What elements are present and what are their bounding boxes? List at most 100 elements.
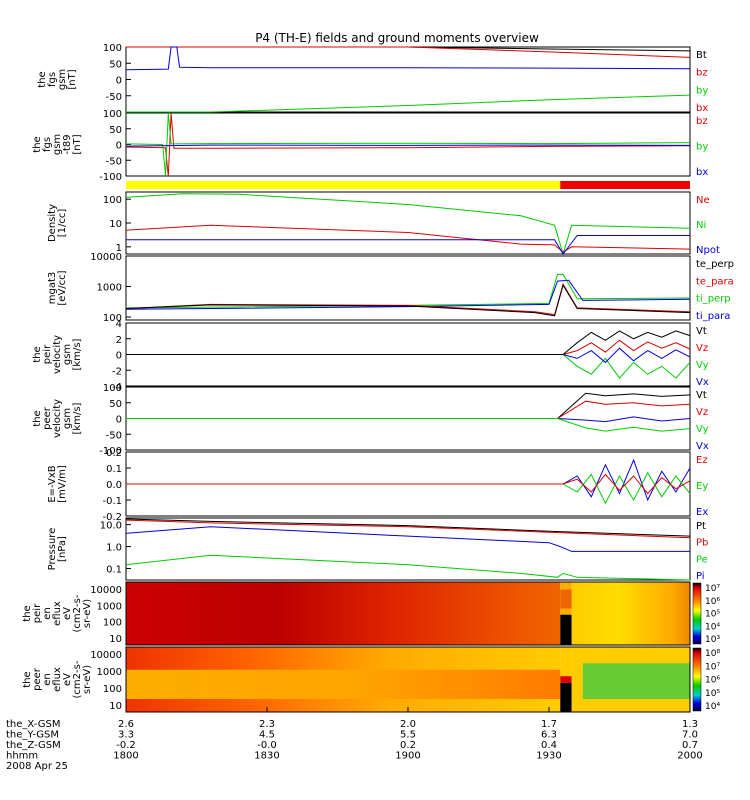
y-tick-label: 100 bbox=[103, 383, 122, 394]
x-tick-label: 0.7 bbox=[682, 740, 698, 751]
y-tick-label: 2 bbox=[116, 335, 122, 346]
series-line-bx bbox=[125, 46, 691, 71]
heatmap-field bbox=[126, 582, 561, 645]
y-axis-label: sr-eV) bbox=[82, 599, 93, 628]
x-tick-label: 2.3 bbox=[259, 719, 275, 730]
y-tick-label: 0 bbox=[116, 141, 122, 152]
y-axis-label: the bbox=[22, 605, 33, 621]
series-line-vt bbox=[126, 330, 691, 355]
panel-frame bbox=[125, 112, 691, 177]
series-line-ti_perp bbox=[125, 273, 691, 309]
colorbar-tick-label: 10⁷ bbox=[705, 662, 720, 672]
colorbar-tick-label: 10⁸ bbox=[705, 649, 720, 659]
heatmap-green bbox=[582, 663, 690, 699]
x-tick-label: 2.6 bbox=[118, 719, 134, 730]
series-line-ni bbox=[125, 193, 691, 256]
time-row-label: the_Y-GSM bbox=[6, 730, 59, 741]
y-tick-label: 1000 bbox=[97, 283, 122, 294]
legend-label: Pb bbox=[696, 538, 708, 549]
legend-label: Vy bbox=[696, 360, 709, 371]
x-tick-label: 7.0 bbox=[682, 730, 698, 741]
legend-label: Ne bbox=[696, 195, 710, 206]
series-line-bz bbox=[125, 112, 691, 177]
legend-label: Vt bbox=[696, 390, 707, 401]
y-tick-label: 10 bbox=[109, 634, 122, 645]
y-axis-label: Pressure bbox=[47, 528, 58, 571]
legend-label: Vx bbox=[696, 441, 709, 452]
legend-label: Ey bbox=[696, 481, 708, 492]
x-tick-label: 1.7 bbox=[541, 719, 557, 730]
heatmap-band bbox=[560, 676, 572, 683]
series-line-vt bbox=[126, 392, 691, 419]
x-tick-label: 1.3 bbox=[682, 719, 698, 730]
legend-label: by bbox=[696, 142, 708, 153]
y-tick-label: -100 bbox=[99, 446, 122, 457]
y-axis-label: [nT] bbox=[72, 134, 83, 154]
panel-2 bbox=[125, 112, 691, 177]
y-axis-label: gsm bbox=[57, 69, 68, 90]
y-tick-label: 0 bbox=[116, 415, 122, 426]
y-tick-label: 10 bbox=[109, 701, 122, 712]
y-tick-label: 0.2 bbox=[106, 448, 122, 459]
series-line-pi bbox=[125, 526, 690, 552]
y-axis-label: peir bbox=[42, 344, 53, 364]
legend-label: Vy bbox=[696, 424, 709, 435]
legend-label: bz bbox=[696, 68, 708, 79]
legend-label: Ez bbox=[696, 455, 708, 466]
y-axis-label: the bbox=[22, 671, 33, 687]
series-line-vz bbox=[126, 339, 691, 355]
series-line-ti_para bbox=[125, 279, 691, 310]
y-tick-label: 10 bbox=[109, 219, 122, 230]
colorbar-tick-label: 10⁵ bbox=[705, 689, 720, 699]
heatmap-gap bbox=[560, 582, 572, 645]
y-axis-label: [nPa] bbox=[57, 536, 68, 562]
colorbar-tick-label: 10⁴ bbox=[705, 622, 720, 632]
status-bar-segment bbox=[126, 181, 561, 189]
y-axis-label: peer bbox=[32, 667, 43, 691]
y-axis-label: the bbox=[37, 71, 48, 87]
legend-label: Bt bbox=[696, 50, 707, 61]
y-axis-label: the bbox=[32, 410, 43, 426]
legend-label: by bbox=[696, 85, 708, 96]
y-axis-label: sr-eV) bbox=[82, 665, 93, 694]
series-line-bz bbox=[126, 46, 691, 58]
series-line-bt bbox=[126, 46, 691, 52]
y-tick-label: 50 bbox=[109, 399, 122, 410]
y-tick-label: 0 bbox=[116, 351, 122, 362]
y-axis-label: E=-VxB bbox=[47, 465, 58, 502]
panel-11 bbox=[125, 646, 702, 713]
legend-label: Vz bbox=[696, 343, 708, 354]
y-tick-label: 0.1 bbox=[106, 464, 122, 475]
colorbar-tick-label: 10⁶ bbox=[705, 676, 720, 686]
legend-label: Npot bbox=[696, 245, 720, 256]
y-tick-label: -2 bbox=[112, 366, 122, 377]
y-tick-label: -4 bbox=[112, 382, 122, 393]
panel-4 bbox=[125, 191, 691, 256]
panel-3 bbox=[126, 181, 690, 189]
x-tick-label: 4.5 bbox=[259, 730, 275, 741]
x-tick-label: 1830 bbox=[254, 751, 279, 762]
y-axis-label: fgs bbox=[47, 72, 58, 87]
y-tick-label: 100 bbox=[103, 109, 122, 120]
x-tick-label: -0.0 bbox=[257, 740, 277, 751]
y-axis-label: eV bbox=[62, 607, 73, 620]
legend-label: bx bbox=[696, 103, 708, 114]
y-axis-label: peer bbox=[42, 406, 53, 430]
series-line-vx bbox=[126, 416, 691, 423]
y-tick-label: 0.1 bbox=[106, 565, 122, 576]
y-tick-label: 50 bbox=[109, 59, 122, 70]
y-axis-label: [km/s] bbox=[72, 402, 83, 434]
legend-label: bx bbox=[696, 167, 708, 178]
y-axis-label: the bbox=[32, 346, 43, 362]
x-tick-label: 2.0 bbox=[400, 719, 416, 730]
legend-label: Ni bbox=[696, 220, 706, 231]
time-row-label: the_Z-GSM bbox=[6, 740, 61, 751]
y-tick-label: 10000 bbox=[90, 585, 122, 596]
series-line-te_perp bbox=[125, 284, 691, 317]
y-tick-label: -0.1 bbox=[102, 496, 122, 507]
y-tick-label: 100 bbox=[103, 195, 122, 206]
legend-label: ti_perp bbox=[696, 294, 731, 305]
y-axis-label: eV bbox=[62, 673, 73, 686]
panel-frame bbox=[125, 191, 691, 255]
